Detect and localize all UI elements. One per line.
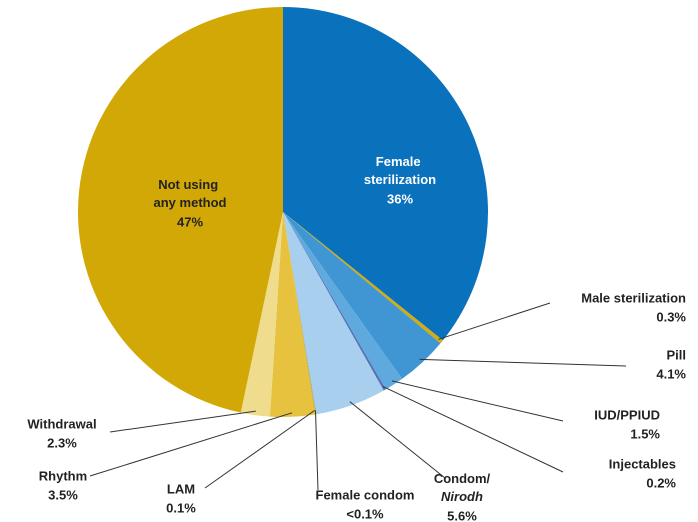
slice-label: Not using any method [154, 177, 227, 210]
slice-label: Withdrawal [27, 416, 96, 431]
leader-line [204, 410, 315, 489]
slice-label: Male sterilization [581, 290, 686, 305]
value-label: 5.6% [447, 508, 477, 522]
leader-line [314, 410, 319, 491]
pie-slice [269, 212, 315, 417]
value-label: 36% [387, 191, 413, 206]
label-line: Not using [158, 177, 222, 192]
label-line: Female [376, 154, 424, 169]
label-line: Nirodh [441, 489, 483, 504]
slice-label: Female condom [316, 487, 415, 502]
pie-slice [77, 7, 283, 413]
leader-line [438, 302, 551, 340]
value-label: 1.5% [630, 426, 660, 441]
pie-slice [283, 212, 317, 415]
label-line: Condom/ [434, 471, 491, 486]
leader-line [109, 410, 256, 433]
pie-slice [283, 212, 386, 391]
pie-slice [283, 212, 316, 415]
pie-slice [283, 212, 384, 415]
slice-label: Pill [666, 347, 686, 362]
value-label: 3.5% [48, 487, 78, 502]
slice-label: IUD/PPIUD [594, 407, 660, 422]
pie-slice [283, 212, 441, 379]
value-label: 4.1% [656, 366, 686, 381]
value-label: 2.3% [47, 435, 77, 450]
pie-slice [283, 212, 403, 390]
pie-slice [283, 212, 443, 344]
value-label: <0.1% [346, 506, 384, 521]
leader-line [89, 412, 293, 477]
leader-line [349, 401, 446, 479]
value-label: 0.3% [656, 309, 686, 324]
leader-line [382, 386, 564, 473]
pie-slice [240, 212, 283, 417]
slice-label: Rhythm [39, 468, 87, 483]
value-label: 0.1% [166, 500, 196, 515]
slice-label: Female sterilization [364, 154, 436, 187]
leader-lines [89, 302, 627, 491]
slice-label: Injectables [609, 456, 676, 471]
pie-slice [283, 7, 488, 341]
value-label: 0.2% [646, 475, 676, 490]
label-line: sterilization [364, 172, 436, 187]
value-label: 47% [177, 214, 203, 229]
leader-line [419, 358, 627, 367]
slice-label: LAM [167, 481, 195, 496]
slice-label: Condom/Nirodh [434, 471, 491, 504]
label-line: any method [154, 195, 227, 210]
leader-line [391, 380, 564, 422]
